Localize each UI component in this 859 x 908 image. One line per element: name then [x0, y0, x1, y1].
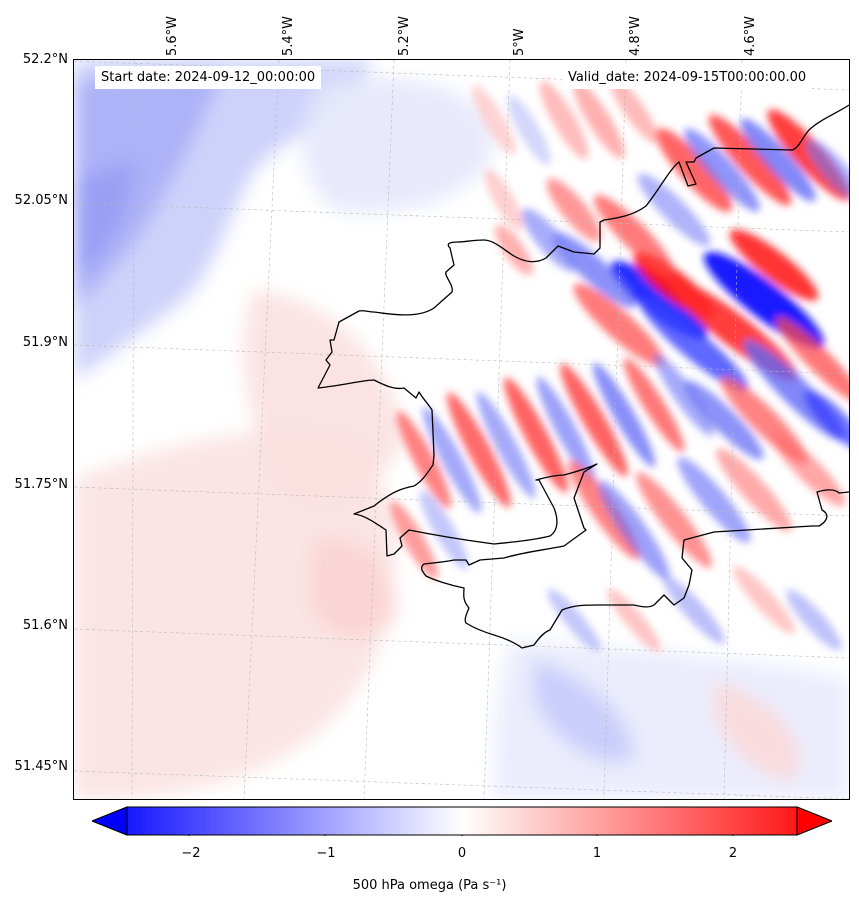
lon-tick-label: 5.6°W [165, 15, 180, 56]
background-field [74, 60, 849, 799]
colorbar-tick-label: 0 [457, 846, 467, 861]
colorbar [92, 806, 832, 836]
coastline [317, 104, 849, 649]
lon-tick-label: 5.4°W [281, 15, 296, 56]
colorbar-tick-label: −2 [181, 846, 201, 861]
lat-tick-label: 51.9°N [22, 335, 68, 350]
valid-date-label: Valid_date: 2024-09-15T00:00:00.00 [562, 66, 813, 89]
lat-tick-label: 52.05°N [14, 193, 68, 208]
lat-tick-label: 51.6°N [22, 618, 68, 633]
start-date-label: Start date: 2024-09-12_00:00:00 [95, 66, 322, 89]
lat-tick-label: 51.75°N [14, 477, 68, 492]
lon-tick-label: 4.6°W [743, 15, 758, 56]
lon-tick-label: 4.8°W [628, 15, 643, 56]
lon-tick-label: 5°W [512, 28, 527, 56]
colorbar-tick-label: 2 [728, 846, 738, 861]
colorbar-label: 500 hPa omega (Pa s⁻¹) [352, 878, 507, 893]
colorbar-tick-label: −1 [316, 846, 336, 861]
omega-field-map [74, 60, 849, 799]
colorbar-tick-label: 1 [592, 846, 602, 861]
map-panel [73, 59, 850, 800]
lat-tick-label: 52.2°N [22, 52, 68, 67]
lat-tick-label: 51.45°N [14, 759, 68, 774]
wave-pattern [389, 76, 849, 652]
lon-tick-label: 5.2°W [397, 15, 412, 56]
